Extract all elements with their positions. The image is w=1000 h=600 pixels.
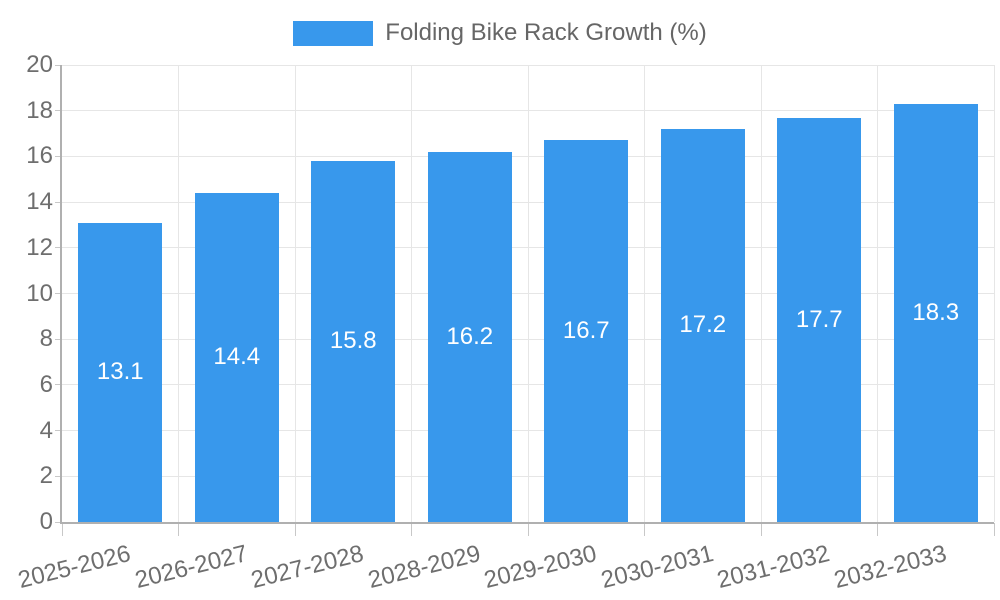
y-axis-tick-label: 18 (26, 96, 53, 124)
y-axis-tick-label: 0 (39, 508, 53, 535)
bar[interactable] (194, 192, 279, 522)
y-axis-tick-label: 4 (39, 416, 53, 444)
x-gridline (993, 65, 995, 522)
bar-value-label: 13.1 (96, 358, 144, 386)
y-tick-mark (55, 338, 62, 340)
bar[interactable] (78, 222, 163, 522)
x-tick-mark (993, 523, 995, 536)
x-gridline (877, 65, 878, 522)
bar[interactable] (427, 151, 512, 522)
x-gridline (294, 65, 296, 522)
x-tick-mark (877, 523, 878, 536)
x-axis-tick-label: 2026-2027 (132, 540, 251, 594)
y-axis-tick-label: 12 (26, 233, 53, 261)
bar[interactable] (544, 140, 629, 522)
x-axis-tick-label: 2025-2026 (15, 540, 134, 594)
bar-value-label: 15.8 (329, 327, 377, 355)
bar[interactable] (893, 103, 978, 522)
chart-legend[interactable]: Folding Bike Rack Growth (%) (0, 19, 1000, 47)
y-tick-mark (55, 201, 62, 203)
x-gridline (527, 65, 529, 522)
bar-value-label: 16.7 (562, 317, 610, 345)
x-axis-tick-label: 2029-2030 (481, 540, 600, 594)
y-tick-mark (55, 155, 62, 157)
x-gridline (178, 65, 179, 522)
y-tick-mark (55, 430, 62, 432)
bar-value-label: 18.3 (912, 298, 960, 326)
x-tick-mark (644, 523, 645, 536)
y-axis-tick-label: 8 (39, 325, 53, 353)
y-axis-tick-label: 16 (26, 142, 53, 170)
x-axis-tick-label: 2030-2031 (598, 540, 717, 594)
x-axis-tick-label: 2031-2032 (714, 540, 833, 594)
x-tick-mark (294, 523, 296, 536)
x-axis-tick-label: 2027-2028 (248, 540, 367, 594)
legend-series-title: Folding Bike Rack Growth (%) (385, 19, 707, 46)
y-axis-tick-label: 20 (26, 51, 53, 78)
x-axis-tick-label: 2028-2029 (365, 540, 484, 594)
bar-value-label: 17.7 (795, 305, 843, 333)
x-tick-mark (178, 523, 179, 536)
x-tick-mark (411, 523, 412, 536)
bar[interactable] (311, 160, 396, 522)
y-tick-mark (55, 521, 62, 523)
y-tick-mark (55, 64, 62, 66)
x-axis-line (60, 522, 994, 524)
y-axis-line (60, 65, 62, 524)
bar[interactable] (660, 128, 745, 522)
x-tick-mark (527, 523, 529, 536)
x-tick-mark (760, 523, 762, 536)
y-tick-mark (55, 110, 62, 112)
y-tick-mark (55, 384, 62, 386)
y-axis-tick-label: 10 (26, 279, 53, 307)
y-axis-tick-label: 14 (26, 188, 53, 216)
y-tick-mark (55, 247, 62, 249)
y-tick-mark (55, 475, 62, 477)
y-axis-tick-label: 6 (39, 370, 53, 398)
x-gridline (644, 65, 645, 522)
y-axis-tick-label: 2 (39, 462, 53, 490)
x-gridline (760, 65, 762, 522)
bar-value-label: 14.4 (213, 343, 261, 371)
legend-swatch (293, 20, 374, 46)
y-tick-mark (55, 293, 62, 294)
bar-value-label: 17.2 (679, 311, 727, 339)
x-gridline (411, 65, 412, 522)
x-axis-tick-label: 2032-2033 (831, 540, 950, 594)
bar[interactable] (777, 117, 862, 522)
bar-value-label: 16.2 (446, 322, 494, 350)
x-tick-mark (61, 523, 63, 536)
